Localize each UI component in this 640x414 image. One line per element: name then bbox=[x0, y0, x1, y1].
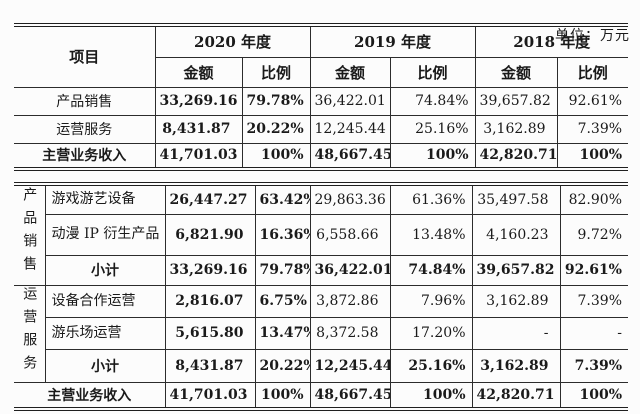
amount-cell: 8,431.87 bbox=[154, 114, 243, 144]
header-amount-2020: 金额 bbox=[155, 56, 243, 88]
amount-cell: 33,269.16 bbox=[154, 86, 243, 116]
amount-cell: 3,162.89 bbox=[471, 284, 561, 318]
amount-cell: 48,667.45 bbox=[309, 142, 391, 169]
amount-cell: 42,820.71 bbox=[474, 142, 558, 169]
ratio-cell: 100% bbox=[559, 381, 628, 409]
group-label-product-sales: 产品销售 bbox=[14, 184, 46, 286]
ratio-cell: 61.36% bbox=[389, 184, 473, 215]
subtotal-row: 小计 8,431.87 20.22% 12,245.44 25.16% 3,16… bbox=[14, 349, 628, 383]
ratio-cell: 7.39% bbox=[559, 349, 628, 383]
header-ratio-2019: 比例 bbox=[389, 56, 476, 88]
amount-cell: 2,816.07 bbox=[164, 284, 256, 318]
ratio-cell: 74.84% bbox=[389, 86, 476, 116]
header-amount-2018: 金额 bbox=[474, 56, 558, 88]
amount-cell: - bbox=[471, 316, 561, 351]
amount-cell: 6,558.66 bbox=[309, 213, 391, 256]
amount-cell: 8,372.58 bbox=[309, 316, 391, 351]
row-label: 小计 bbox=[45, 254, 166, 286]
ratio-cell: 7.39% bbox=[559, 284, 628, 318]
ratio-cell: 100% bbox=[556, 142, 629, 169]
ratio-cell: 7.96% bbox=[389, 284, 473, 318]
amount-cell: 36,422.01 bbox=[309, 254, 391, 286]
row-label: 设备合作运营 bbox=[44, 284, 166, 318]
amount-cell: 12,245.44 bbox=[309, 349, 391, 383]
ratio-cell: 16.36% bbox=[254, 213, 311, 256]
amount-cell: 3,162.89 bbox=[474, 114, 558, 144]
row-label: 动漫 IP 衍生产品 bbox=[45, 213, 166, 256]
ratio-cell: 82.90% bbox=[559, 184, 628, 215]
amount-cell: 6,821.90 bbox=[164, 213, 256, 256]
ratio-cell: 92.61% bbox=[556, 86, 629, 116]
amount-cell: 42,820.71 bbox=[471, 381, 561, 409]
amount-cell: 41,701.03 bbox=[164, 381, 256, 409]
ratio-cell: 79.78% bbox=[254, 254, 311, 286]
table-row: 产品销售 33,269.16 79.78% 36,422.01 74.84% 3… bbox=[14, 86, 629, 116]
header-year-2020: 2020 年度 bbox=[154, 25, 311, 58]
ratio-cell: 100% bbox=[241, 142, 311, 169]
ratio-cell: 100% bbox=[254, 381, 311, 409]
amount-cell: 5,615.80 bbox=[164, 316, 256, 351]
ratio-cell: 6.75% bbox=[254, 284, 311, 318]
ratio-cell: - bbox=[559, 316, 628, 351]
unit-label: 单位：万元 bbox=[555, 28, 630, 44]
amount-cell: 12,245.44 bbox=[309, 114, 391, 144]
ratio-cell: 92.61% bbox=[559, 254, 628, 286]
subtotal-row: 小计 33,269.16 79.78% 36,422.01 74.84% 39,… bbox=[14, 254, 628, 286]
total-row: 主营业务收入 41,701.03 100% 48,667.45 100% 42,… bbox=[14, 381, 628, 409]
table-row: 动漫 IP 衍生产品 6,821.90 16.36% 6,558.66 13.4… bbox=[14, 213, 628, 256]
amount-cell: 29,863.36 bbox=[309, 184, 391, 215]
total-row: 主营业务收入 41,701.03 100% 48,667.45 100% 42,… bbox=[14, 142, 629, 169]
group-label-operation-services: 运营服务 bbox=[14, 284, 46, 383]
revenue-breakdown-table: 产品销售 游戏游艺设备 26,447.27 63.42% 29,863.36 6… bbox=[14, 182, 628, 411]
amount-cell: 39,657.82 bbox=[471, 254, 561, 286]
ratio-cell: 63.42% bbox=[254, 184, 311, 215]
table-row: 产品销售 游戏游艺设备 26,447.27 63.42% 29,863.36 6… bbox=[14, 184, 628, 286]
row-label: 游戏游艺设备 bbox=[44, 184, 166, 215]
ratio-cell: 9.72% bbox=[559, 213, 628, 256]
table-row: 运营服务 设备合作运营 2,816.07 6.75% 3,872.86 7.96… bbox=[14, 284, 628, 383]
amount-cell: 35,497.58 bbox=[471, 184, 561, 215]
table-row: 运营服务 8,431.87 20.22% 12,245.44 25.16% 3,… bbox=[14, 114, 629, 144]
row-label: 游乐场运营 bbox=[45, 316, 166, 351]
ratio-cell: 25.16% bbox=[389, 114, 476, 144]
ratio-cell: 25.16% bbox=[389, 349, 473, 383]
row-label: 产品销售 bbox=[14, 86, 156, 116]
row-label: 运营服务 bbox=[14, 114, 156, 144]
header-year-2018: 2018 年度 bbox=[474, 25, 629, 58]
document-page: 单位：万元 项目 2020 年度 2019 年度 2018 年度 金额 比例 金… bbox=[0, 23, 640, 414]
amount-cell: 26,447.27 bbox=[164, 184, 256, 215]
amount-cell: 41,701.03 bbox=[154, 142, 243, 169]
header-ratio-2018: 比例 bbox=[556, 56, 629, 88]
amount-cell: 3,162.89 bbox=[471, 349, 561, 383]
row-label: 主营业务收入 bbox=[14, 142, 156, 169]
ratio-cell: 7.39% bbox=[556, 114, 629, 144]
amount-cell: 33,269.16 bbox=[164, 254, 256, 286]
ratio-cell: 20.22% bbox=[254, 349, 311, 383]
header-amount-2019: 金额 bbox=[309, 56, 391, 88]
ratio-cell: 13.47% bbox=[254, 316, 311, 351]
amount-cell: 4,160.23 bbox=[471, 213, 561, 256]
amount-cell: 48,667.45 bbox=[309, 381, 391, 409]
ratio-cell: 79.78% bbox=[241, 86, 311, 116]
ratio-cell: 100% bbox=[389, 142, 476, 169]
amount-cell: 39,657.82 bbox=[474, 86, 558, 116]
ratio-cell: 17.20% bbox=[389, 316, 473, 351]
amount-cell: 36,422.01 bbox=[309, 86, 391, 116]
ratio-cell: 13.48% bbox=[389, 213, 473, 256]
amount-cell: 8,431.87 bbox=[164, 349, 256, 383]
table-row: 游乐场运营 5,615.80 13.47% 8,372.58 17.20% - … bbox=[14, 316, 628, 351]
row-label: 主营业务收入 bbox=[14, 381, 166, 409]
header-year-2019: 2019 年度 bbox=[309, 25, 476, 58]
header-ratio-2020: 比例 bbox=[241, 56, 311, 88]
ratio-cell: 20.22% bbox=[241, 114, 311, 144]
row-label: 小计 bbox=[45, 349, 166, 383]
ratio-cell: 100% bbox=[389, 381, 473, 409]
ratio-cell: 74.84% bbox=[389, 254, 473, 286]
header-item: 项目 bbox=[14, 25, 156, 88]
revenue-summary-table: 项目 2020 年度 2019 年度 2018 年度 金额 比例 金额 比例 金… bbox=[14, 23, 629, 171]
amount-cell: 3,872.86 bbox=[309, 284, 391, 318]
